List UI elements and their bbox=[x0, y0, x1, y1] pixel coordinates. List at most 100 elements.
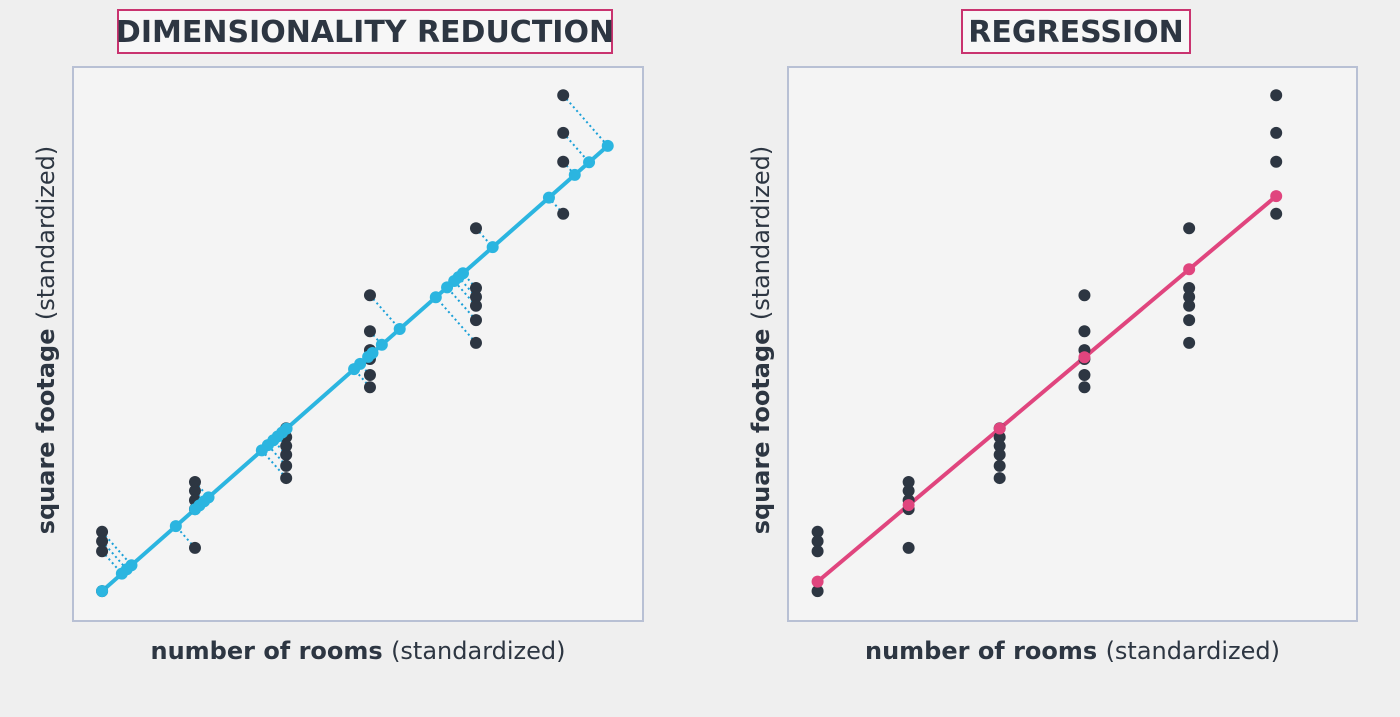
projection-line bbox=[446, 286, 477, 321]
projection-line bbox=[101, 540, 128, 570]
data-point bbox=[811, 535, 824, 548]
fitted-point bbox=[1183, 263, 1196, 276]
y-axis-label: square footage (standardized) bbox=[747, 146, 775, 535]
data-point bbox=[1183, 314, 1196, 327]
projection-line bbox=[562, 94, 609, 147]
data-point bbox=[1078, 325, 1091, 338]
data-point bbox=[811, 525, 824, 538]
data-point bbox=[811, 545, 824, 558]
data-point bbox=[1270, 89, 1283, 102]
y-axis-label: square footage (standardized) bbox=[32, 146, 60, 535]
projected-point bbox=[348, 363, 361, 376]
plot-frame bbox=[787, 66, 1358, 622]
x-axis-label: number of rooms (standardized) bbox=[865, 637, 1280, 665]
data-point bbox=[469, 299, 482, 312]
data-point bbox=[1183, 222, 1196, 235]
data-point bbox=[469, 282, 482, 295]
fitted-point bbox=[993, 422, 1006, 435]
fitted-point bbox=[1078, 351, 1091, 364]
data-point bbox=[1270, 126, 1283, 139]
projected-point bbox=[429, 291, 442, 304]
data-point bbox=[1270, 155, 1283, 168]
title-box bbox=[117, 9, 613, 54]
fitted-point bbox=[811, 575, 824, 588]
projected-point bbox=[441, 281, 454, 294]
data-point bbox=[557, 126, 570, 139]
data-point bbox=[188, 484, 201, 497]
projection-line bbox=[194, 481, 210, 499]
fitted-point bbox=[902, 499, 915, 512]
data-point bbox=[811, 585, 824, 598]
projection-line bbox=[435, 296, 477, 344]
data-point bbox=[557, 89, 570, 102]
data-point bbox=[363, 381, 376, 394]
data-point bbox=[363, 369, 376, 382]
projection-line bbox=[548, 196, 564, 215]
x-axis-label-note: (standardized) bbox=[391, 637, 565, 665]
data-point bbox=[902, 484, 915, 497]
y-axis-label-main: square footage bbox=[32, 329, 60, 535]
data-point bbox=[993, 448, 1006, 461]
projected-point bbox=[486, 241, 499, 254]
projected-point bbox=[375, 338, 388, 351]
chart-title: DIMENSIONALITY REDUCTION bbox=[116, 15, 614, 50]
projected-point bbox=[189, 503, 202, 516]
data-point bbox=[469, 336, 482, 349]
y-axis-label-note: (standardized) bbox=[32, 146, 60, 320]
data-point bbox=[993, 459, 1006, 472]
projected-point bbox=[115, 567, 128, 580]
projected-point bbox=[601, 139, 614, 152]
data-point bbox=[363, 325, 376, 338]
data-point bbox=[96, 545, 109, 558]
projected-point bbox=[96, 585, 109, 598]
data-point bbox=[993, 431, 1006, 444]
data-point bbox=[280, 439, 293, 452]
projected-point bbox=[362, 350, 375, 363]
chart-title: REGRESSION bbox=[968, 15, 1183, 50]
data-point bbox=[96, 535, 109, 548]
data-point bbox=[557, 155, 570, 168]
data-point bbox=[469, 222, 482, 235]
projection-line bbox=[261, 449, 287, 479]
x-axis-label-main: number of rooms bbox=[865, 637, 1097, 665]
data-point bbox=[280, 459, 293, 472]
projected-point bbox=[542, 191, 555, 204]
data-point bbox=[1270, 207, 1283, 220]
data-point bbox=[902, 541, 915, 554]
plot-frame bbox=[72, 66, 644, 622]
data-point bbox=[1078, 369, 1091, 382]
data-point bbox=[363, 289, 376, 302]
data-point bbox=[902, 475, 915, 488]
data-point bbox=[96, 525, 109, 538]
data-point bbox=[1078, 381, 1091, 394]
data-point bbox=[280, 472, 293, 485]
data-point bbox=[1078, 289, 1091, 302]
data-point bbox=[993, 472, 1006, 485]
data-point bbox=[1183, 299, 1196, 312]
fit-line bbox=[816, 194, 1278, 583]
projected-point bbox=[393, 323, 406, 336]
x-axis-label: number of rooms (standardized) bbox=[150, 637, 565, 665]
data-point bbox=[1183, 290, 1196, 303]
x-axis-label-main: number of rooms bbox=[150, 637, 382, 665]
data-point bbox=[993, 439, 1006, 452]
projected-point bbox=[255, 444, 268, 457]
data-point bbox=[188, 475, 201, 488]
data-point bbox=[469, 314, 482, 327]
projected-point bbox=[169, 520, 182, 533]
y-axis-label-main: square footage bbox=[747, 329, 775, 535]
fitted-point bbox=[1270, 190, 1283, 203]
projected-point bbox=[568, 168, 581, 181]
projected-point bbox=[583, 156, 596, 169]
y-axis-label-note: (standardized) bbox=[747, 146, 775, 320]
data-point bbox=[188, 541, 201, 554]
projection-line bbox=[562, 132, 590, 163]
data-point bbox=[557, 207, 570, 220]
data-point bbox=[280, 448, 293, 461]
data-point bbox=[1183, 336, 1196, 349]
x-axis-label-note: (standardized) bbox=[1106, 637, 1280, 665]
data-point bbox=[1183, 282, 1196, 295]
title-box bbox=[961, 9, 1191, 54]
data-point bbox=[469, 290, 482, 303]
